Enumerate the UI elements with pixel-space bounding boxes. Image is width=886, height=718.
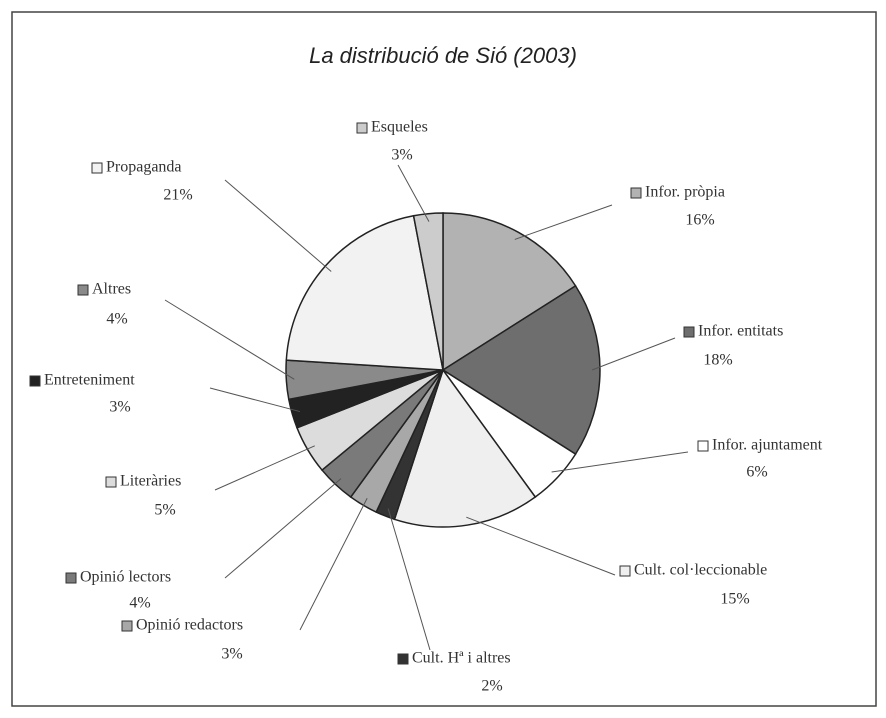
slice-name: Altres <box>92 281 131 298</box>
slice-value-label: 18% <box>703 352 732 369</box>
pie-slice <box>441 284 601 456</box>
slice-value-label: 16% <box>685 212 714 229</box>
pie-slice <box>412 212 444 371</box>
slice-name: Infor. entitats <box>698 323 783 340</box>
slice-name: Cult. Hª i altres <box>412 650 511 667</box>
slice-value-label: 3% <box>109 399 130 416</box>
slice-value-label: 4% <box>129 595 150 612</box>
leader-line <box>551 451 689 473</box>
legend-swatch <box>697 440 709 452</box>
leader-line <box>387 508 431 651</box>
slice-value-label: 21% <box>163 187 192 204</box>
slice-value-label: 3% <box>391 147 412 164</box>
slice-name: Literàries <box>120 473 181 490</box>
legend-swatch <box>397 653 409 665</box>
chart-title: La distribució de Sió (2003) <box>309 43 577 68</box>
slice-value-label: 5% <box>154 502 175 519</box>
slice-value-label: 6% <box>746 464 767 481</box>
legend-swatch <box>356 122 368 134</box>
legend-swatch <box>29 375 41 387</box>
legend-swatch <box>619 565 631 577</box>
leader-line <box>397 164 430 222</box>
leader-line <box>214 445 315 491</box>
slice-name: Opinió lectors <box>80 569 171 586</box>
pie-slice <box>442 212 577 372</box>
leader-line <box>299 498 368 631</box>
legend-swatch <box>91 162 103 174</box>
slice-value-label: 3% <box>221 646 242 663</box>
slice-value-label: 4% <box>106 311 127 328</box>
leader-line <box>164 299 295 380</box>
slice-value-label: 2% <box>481 678 502 695</box>
slice-name: Infor. ajuntament <box>712 437 823 454</box>
leader-line <box>209 387 301 413</box>
pie-slice <box>393 368 537 528</box>
legend-swatch <box>105 476 117 488</box>
legend-swatch <box>77 284 89 296</box>
leader-line <box>591 337 676 371</box>
slice-name: Cult. col·leccionable <box>634 562 767 579</box>
legend-swatch <box>630 187 642 199</box>
leader-line <box>466 516 616 576</box>
leader-line <box>514 204 613 240</box>
slice-name: Entreteniment <box>44 372 135 389</box>
legend-swatch <box>683 326 695 338</box>
slice-name: Infor. pròpia <box>645 184 725 201</box>
legend-swatch <box>121 620 133 632</box>
leader-line <box>224 478 342 579</box>
slice-name: Esqueles <box>371 119 428 136</box>
slice-name: Propaganda <box>106 159 182 176</box>
slice-name: Opinió redactors <box>136 617 243 634</box>
slice-value-label: 15% <box>720 591 749 608</box>
leader-line <box>224 179 332 272</box>
legend-swatch <box>65 572 77 584</box>
